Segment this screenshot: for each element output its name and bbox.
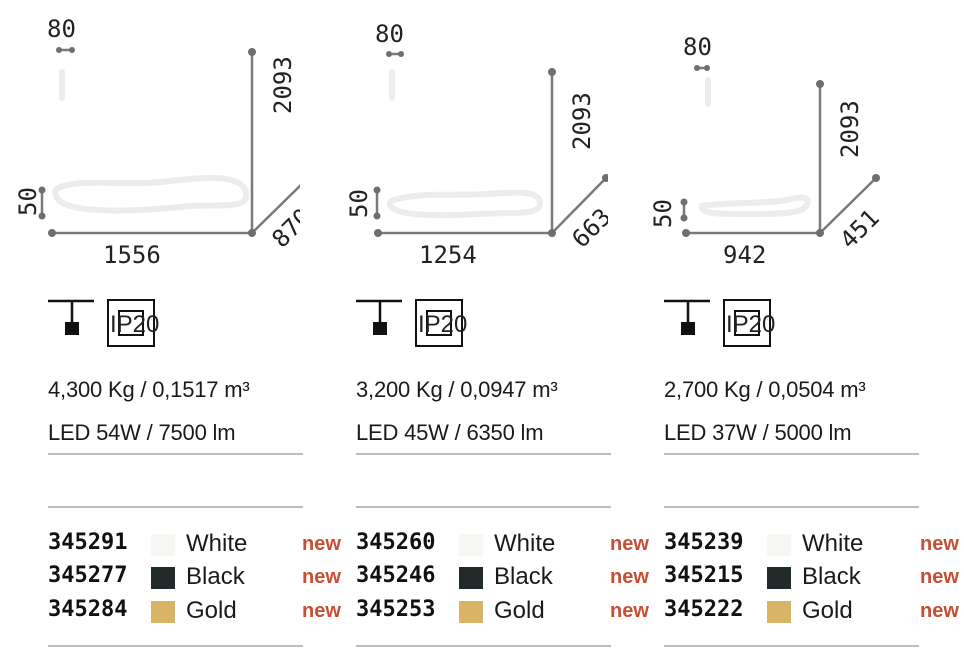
new-badge: new [302,600,341,622]
weight-volume: 3,200 Kg / 0,0947 m³ [356,377,558,402]
color-swatch-gold [459,601,483,623]
divider [48,645,303,647]
ip-rating: IP20 [418,311,468,338]
ceiling-mount-icon [48,299,94,335]
icon-row [356,299,463,347]
icon-row [48,299,155,347]
dimension-diagram: 80 2093 50 942 451 [649,33,885,269]
color-name: Gold [802,597,853,624]
variant-row: 345260 White new [356,528,656,560]
divider [664,645,919,647]
variant-row: 345291 White new [48,528,348,560]
variant-row: 345253 Gold new [356,595,656,627]
height-label: 2093 [836,100,864,158]
color-swatch-black [767,567,791,589]
new-badge: new [610,533,649,555]
variant-row: 345215 Black new [664,561,964,593]
indoor-use-icon [107,299,155,347]
width-label: 942 [723,241,766,269]
width-label: 1556 [103,241,161,269]
divider [664,453,919,455]
thickness-label: 50 [345,189,373,218]
diameter-label: 80 [47,15,76,43]
product-column-1: 80 2093 50 1556 870 IP20 4,300 Kg / 0,15… [0,0,341,660]
dimension-diagram: 80 2093 50 1254 663 [345,20,608,269]
diameter-label: 80 [683,33,712,61]
lamp-silhouette [386,69,544,219]
weight-volume: 4,300 Kg / 0,1517 m³ [48,377,250,402]
new-badge: new [920,533,959,555]
product-code: 345222 [664,597,744,622]
product-column-2: 80 2093 50 1254 663 IP20 3,200 Kg / 0,09… [308,0,649,660]
color-swatch-white [151,534,175,556]
product-code: 345215 [664,563,744,588]
color-name: Black [186,563,245,590]
new-badge: new [610,600,649,622]
indoor-use-icon [415,299,463,347]
color-name: White [494,530,556,557]
divider [48,506,303,508]
divider [356,645,611,647]
weight-volume: 2,700 Kg / 0,0504 m³ [664,377,866,402]
new-badge: new [302,533,341,555]
product-column-3: 80 2093 50 942 451 IP20 2,700 Kg / 0,050… [616,0,959,660]
new-badge: new [610,566,649,588]
color-swatch-white [459,534,483,556]
ceiling-mount-icon [664,299,710,335]
depth-label: 870 [266,203,300,253]
new-badge: new [920,566,959,588]
product-code: 345291 [48,530,128,555]
color-swatch-black [151,567,175,589]
color-name: Black [494,563,553,590]
variant-row: 345239 White new [664,528,964,560]
color-name: Black [802,563,861,590]
new-badge: new [302,566,341,588]
product-code: 345239 [664,530,744,555]
color-name: Gold [186,597,237,624]
diameter-label: 80 [375,20,404,48]
product-code: 345246 [356,563,436,588]
depth-line [250,184,300,235]
height-label: 2093 [568,92,596,150]
icon-row [664,299,771,347]
variant-row: 345277 Black new [48,561,348,593]
product-code: 345260 [356,530,436,555]
divider [664,506,919,508]
dimension-diagram: 80 2093 50 1556 870 [14,15,300,269]
color-swatch-white [767,534,791,556]
power-lumen: LED 54W / 7500 lm [48,420,236,445]
ceiling-mount-icon [356,299,402,335]
width-label: 1254 [419,241,477,269]
new-badge: new [920,600,959,622]
power-lumen: LED 37W / 5000 lm [664,420,852,445]
color-swatch-gold [151,601,175,623]
thickness-label: 50 [649,199,677,228]
product-code: 345277 [48,563,128,588]
variant-row: 345222 Gold new [664,595,964,627]
power-lumen: LED 45W / 6350 lm [356,420,544,445]
color-name: Gold [494,597,545,624]
divider [356,506,611,508]
depth-line [818,176,878,235]
ip-rating: IP20 [110,311,160,338]
color-name: White [802,530,864,557]
product-code: 345284 [48,597,128,622]
ip-rating: IP20 [726,311,776,338]
height-label: 2093 [269,56,297,114]
divider [356,453,611,455]
product-code: 345253 [356,597,436,622]
lamp-silhouette [699,77,811,217]
variant-row: 345284 Gold new [48,595,348,627]
color-swatch-black [459,567,483,589]
color-swatch-gold [767,601,791,623]
variant-row: 345246 Black new [356,561,656,593]
color-name: White [186,530,248,557]
thickness-label: 50 [14,187,42,216]
depth-line [550,176,608,235]
indoor-use-icon [723,299,771,347]
divider [48,453,303,455]
lamp-silhouette [52,69,250,214]
